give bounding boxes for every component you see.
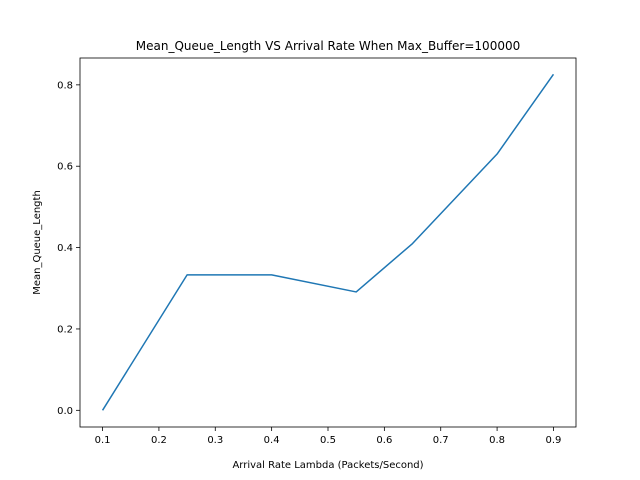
y-tick-label: 0.8 (57, 80, 73, 91)
x-axis: 0.1 0.2 0.3 0.4 0.5 0.6 0.7 0.8 0.9 (95, 427, 562, 446)
x-tick-label: 0.6 (376, 435, 392, 446)
x-tick-label: 0.3 (207, 435, 223, 446)
y-tick-label: 0.4 (57, 243, 73, 254)
y-tick-label: 0.2 (57, 324, 73, 335)
chart-title: Mean_Queue_Length VS Arrival Rate When M… (136, 39, 520, 53)
y-tick-label: 0.0 (57, 406, 73, 417)
x-tick-label: 0.4 (264, 435, 280, 446)
plot-area (101, 73, 555, 411)
x-tick-label: 0.9 (546, 435, 562, 446)
x-tick-label: 0.1 (95, 435, 111, 446)
series-line (101, 73, 555, 411)
x-tick-label: 0.5 (320, 435, 336, 446)
x-tick-label: 0.7 (433, 435, 449, 446)
x-tick-label: 0.8 (489, 435, 505, 446)
y-axis-label: Mean_Queue_Length (32, 190, 43, 295)
y-tick-label: 0.6 (57, 162, 73, 173)
x-axis-label: Arrival Rate Lambda (Packets/Second) (232, 460, 423, 471)
y-axis: 0.0 0.2 0.4 0.6 0.8 (57, 80, 80, 417)
x-tick-label: 0.2 (151, 435, 167, 446)
